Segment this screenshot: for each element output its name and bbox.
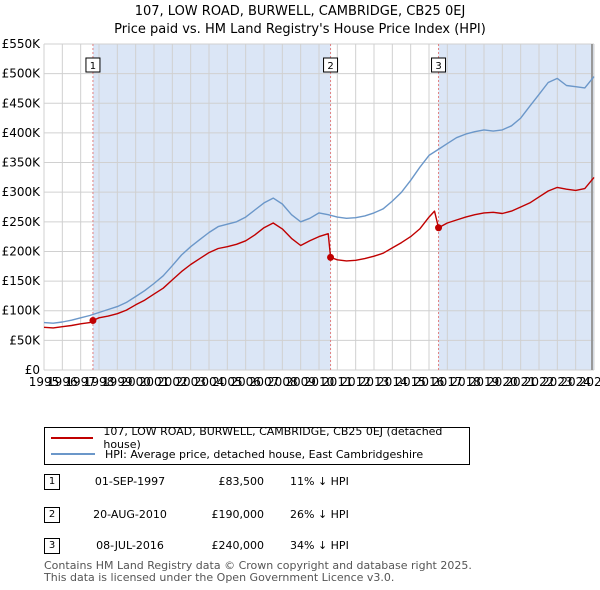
x-tick-label: 2005	[212, 375, 243, 389]
price-chart: 1 2 3 £0 £50K £100K £150K £200K £250K £300K £350K…	[2, 37, 600, 389]
x-tick-label: 1999	[102, 375, 133, 389]
sale-hpi-diff: 26% ↓ HPI	[290, 508, 349, 521]
x-tick-label: 2011	[322, 375, 353, 389]
x-tick-label: 2000	[120, 375, 151, 389]
y-tick-label: £400K	[2, 126, 42, 140]
sale-price: £83,500	[218, 475, 265, 488]
y-tick-label: £350K	[2, 156, 42, 170]
x-tick-label: 2002	[157, 375, 188, 389]
y-tick-label: £200K	[2, 244, 42, 258]
legend-swatch-price	[51, 437, 94, 439]
x-tick-label: 2015	[395, 375, 426, 389]
chart-legend: 107, LOW ROAD, BURWELL, CAMBRIDGE, CB25 …	[44, 425, 470, 465]
x-tick-label: 1996	[47, 375, 78, 389]
x-tick-label: 2007	[249, 375, 280, 389]
y-tick-label: £500K	[2, 67, 42, 81]
sale-price: £190,000	[211, 508, 265, 521]
sale-hpi-diff: 11% ↓ HPI	[290, 475, 349, 488]
x-tick-label: 2016	[414, 375, 445, 389]
x-tick-label: 1997	[65, 375, 96, 389]
x-tick-label: 2003	[175, 375, 206, 389]
x-tick-label: 2008	[267, 375, 298, 389]
x-tick-label: 2004	[194, 375, 225, 389]
legend-item-price: 107, LOW ROAD, BURWELL, CAMBRIDGE, CB25 …	[51, 425, 469, 451]
x-tick-label: 2022	[524, 375, 555, 389]
price-series-line	[43, 176, 595, 329]
sale-number: 3	[44, 538, 60, 554]
x-tick-label: 2023	[542, 375, 573, 389]
y-tick-label: £450K	[2, 96, 42, 110]
x-tick-label: 2014	[377, 375, 408, 389]
x-tick-label: 2010	[304, 375, 335, 389]
x-tick-label: 2018	[450, 375, 481, 389]
ownership-period-shade	[438, 44, 594, 370]
sale-label-box	[431, 57, 447, 73]
x-tick-label: 1995	[29, 375, 60, 389]
y-tick-label: £50K	[9, 333, 41, 347]
legend-swatch-hpi	[51, 453, 95, 455]
sale-label-number: 1	[90, 61, 96, 72]
sale-label-box	[323, 57, 339, 73]
x-tick-label: 2025	[579, 375, 600, 389]
sale-number: 2	[44, 507, 60, 523]
sale-price: £240,000	[211, 539, 265, 552]
x-tick-label: 2017	[432, 375, 463, 389]
y-tick-label: £100K	[2, 304, 42, 318]
x-tick-label: 2006	[230, 375, 261, 389]
hpi-series-line	[43, 76, 595, 324]
footer-line-1: Contains HM Land Registry data © Crown c…	[44, 559, 472, 572]
y-tick-label: £250K	[2, 215, 42, 229]
sale-label-number: 3	[435, 61, 441, 72]
sale-point	[89, 317, 97, 325]
chart-title-line1: 107, LOW ROAD, BURWELL, CAMBRIDGE, CB25 …	[134, 4, 466, 19]
x-tick-label: 2019	[469, 375, 500, 389]
footer-attribution: Contains HM Land Registry data © Crown c…	[44, 560, 472, 584]
sale-point	[327, 253, 335, 261]
legend-label-hpi: HPI: Average price, detached house, East…	[105, 447, 424, 461]
ownership-period-shade	[92, 44, 331, 370]
legend-label-price: 107, LOW ROAD, BURWELL, CAMBRIDGE, CB25 …	[103, 425, 443, 451]
y-tick-label: £0	[25, 363, 40, 377]
sale-date: 20-AUG-2010	[93, 508, 167, 521]
sale-point	[435, 224, 443, 232]
sale-hpi-diff: 34% ↓ HPI	[290, 539, 349, 552]
x-tick-label: 2024	[560, 375, 591, 389]
footer-line-2: This data is licensed under the Open Gov…	[44, 571, 395, 584]
y-tick-label: £150K	[2, 274, 42, 288]
x-tick-label: 2021	[505, 375, 536, 389]
sale-row: 1 01-SEP-1997 £83,500 11% ↓ HPI	[44, 474, 444, 492]
x-tick-label: 2012	[340, 375, 371, 389]
sale-row: 2 20-AUG-2010 £190,000 26% ↓ HPI	[44, 507, 444, 525]
x-tick-label: 2020	[487, 375, 518, 389]
x-tick-label: 1998	[84, 375, 115, 389]
y-tick-label: £550K	[2, 37, 42, 51]
sale-number: 1	[44, 474, 60, 490]
y-tick-label: £300K	[2, 185, 42, 199]
chart-title-line2: Price paid vs. HM Land Registry's House …	[114, 22, 486, 37]
sale-date: 01-SEP-1997	[94, 475, 166, 488]
x-tick-label: 2009	[285, 375, 316, 389]
sale-date: 08-JUL-2016	[96, 539, 164, 552]
sale-label-number: 2	[327, 61, 333, 72]
x-tick-label: 2013	[359, 375, 390, 389]
sale-label-box	[85, 57, 101, 73]
x-tick-label: 2001	[139, 375, 170, 389]
sale-row: 3 08-JUL-2016 £240,000 34% ↓ HPI	[44, 538, 444, 556]
legend-item-hpi: HPI: Average price, detached house, East…	[51, 446, 423, 462]
